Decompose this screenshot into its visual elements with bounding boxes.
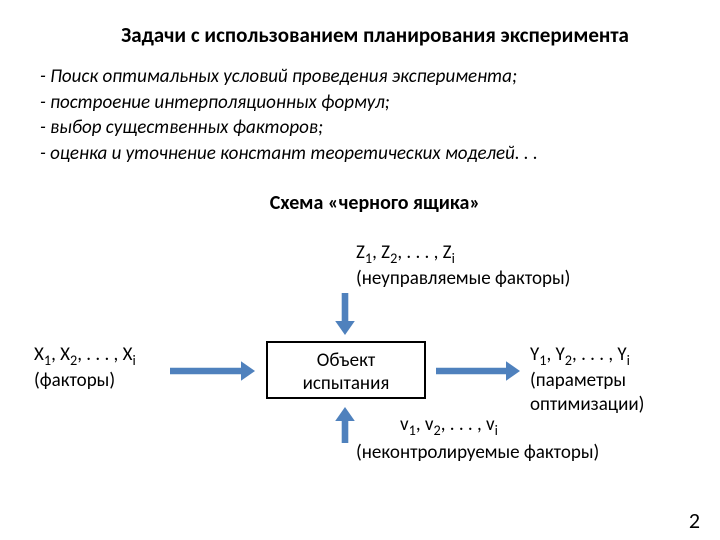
task-item-4: - оценка и уточнение констант теоретичес…: [40, 141, 690, 167]
page-title: Задачи с использованием планирования экс…: [30, 22, 690, 48]
task-item-2: - построение интерполяционных формул;: [40, 90, 690, 116]
y-vars: Y1, Y2, . . . , Yi: [530, 343, 644, 370]
x-vars: X1, X2, . . . , Xi: [34, 343, 136, 370]
v-vars-label: v1, v2, . . . , vi: [400, 413, 498, 440]
z-vars: Z1, Z2, . . . , Zi: [356, 241, 570, 268]
z-label: Z1, Z2, . . . , Zi (неуправляемые фактор…: [356, 241, 570, 291]
blackbox-diagram: Z1, Z2, . . . , Zi (неуправляемые фактор…: [30, 223, 690, 503]
y-desc1: (параметры: [530, 369, 644, 393]
task-item-1: - Поиск оптимальных условий проведения э…: [40, 64, 690, 90]
object-box: Объект испытания: [266, 341, 426, 399]
v-desc-label: (неконтролируемые факторы): [356, 441, 599, 465]
y-desc2: оптимизации): [530, 393, 644, 417]
task-item-3: - выбор существенных факторов;: [40, 115, 690, 141]
x-desc: (факторы): [34, 369, 136, 393]
page-number: 2: [689, 507, 700, 534]
task-list: - Поиск оптимальных условий проведения э…: [30, 64, 690, 167]
object-line2: испытания: [278, 372, 414, 395]
v-desc: (неконтролируемые факторы): [356, 441, 599, 464]
z-desc: (неуправляемые факторы): [356, 267, 570, 291]
object-line1: Объект: [278, 349, 414, 372]
v-vars: v1, v2, . . . , vi: [400, 413, 498, 436]
y-label: Y1, Y2, . . . , Yi (параметры оптимизаци…: [530, 343, 644, 417]
diagram-title: Схема «черного ящика»: [30, 191, 690, 215]
x-label: X1, X2, . . . , Xi (факторы): [34, 343, 136, 393]
